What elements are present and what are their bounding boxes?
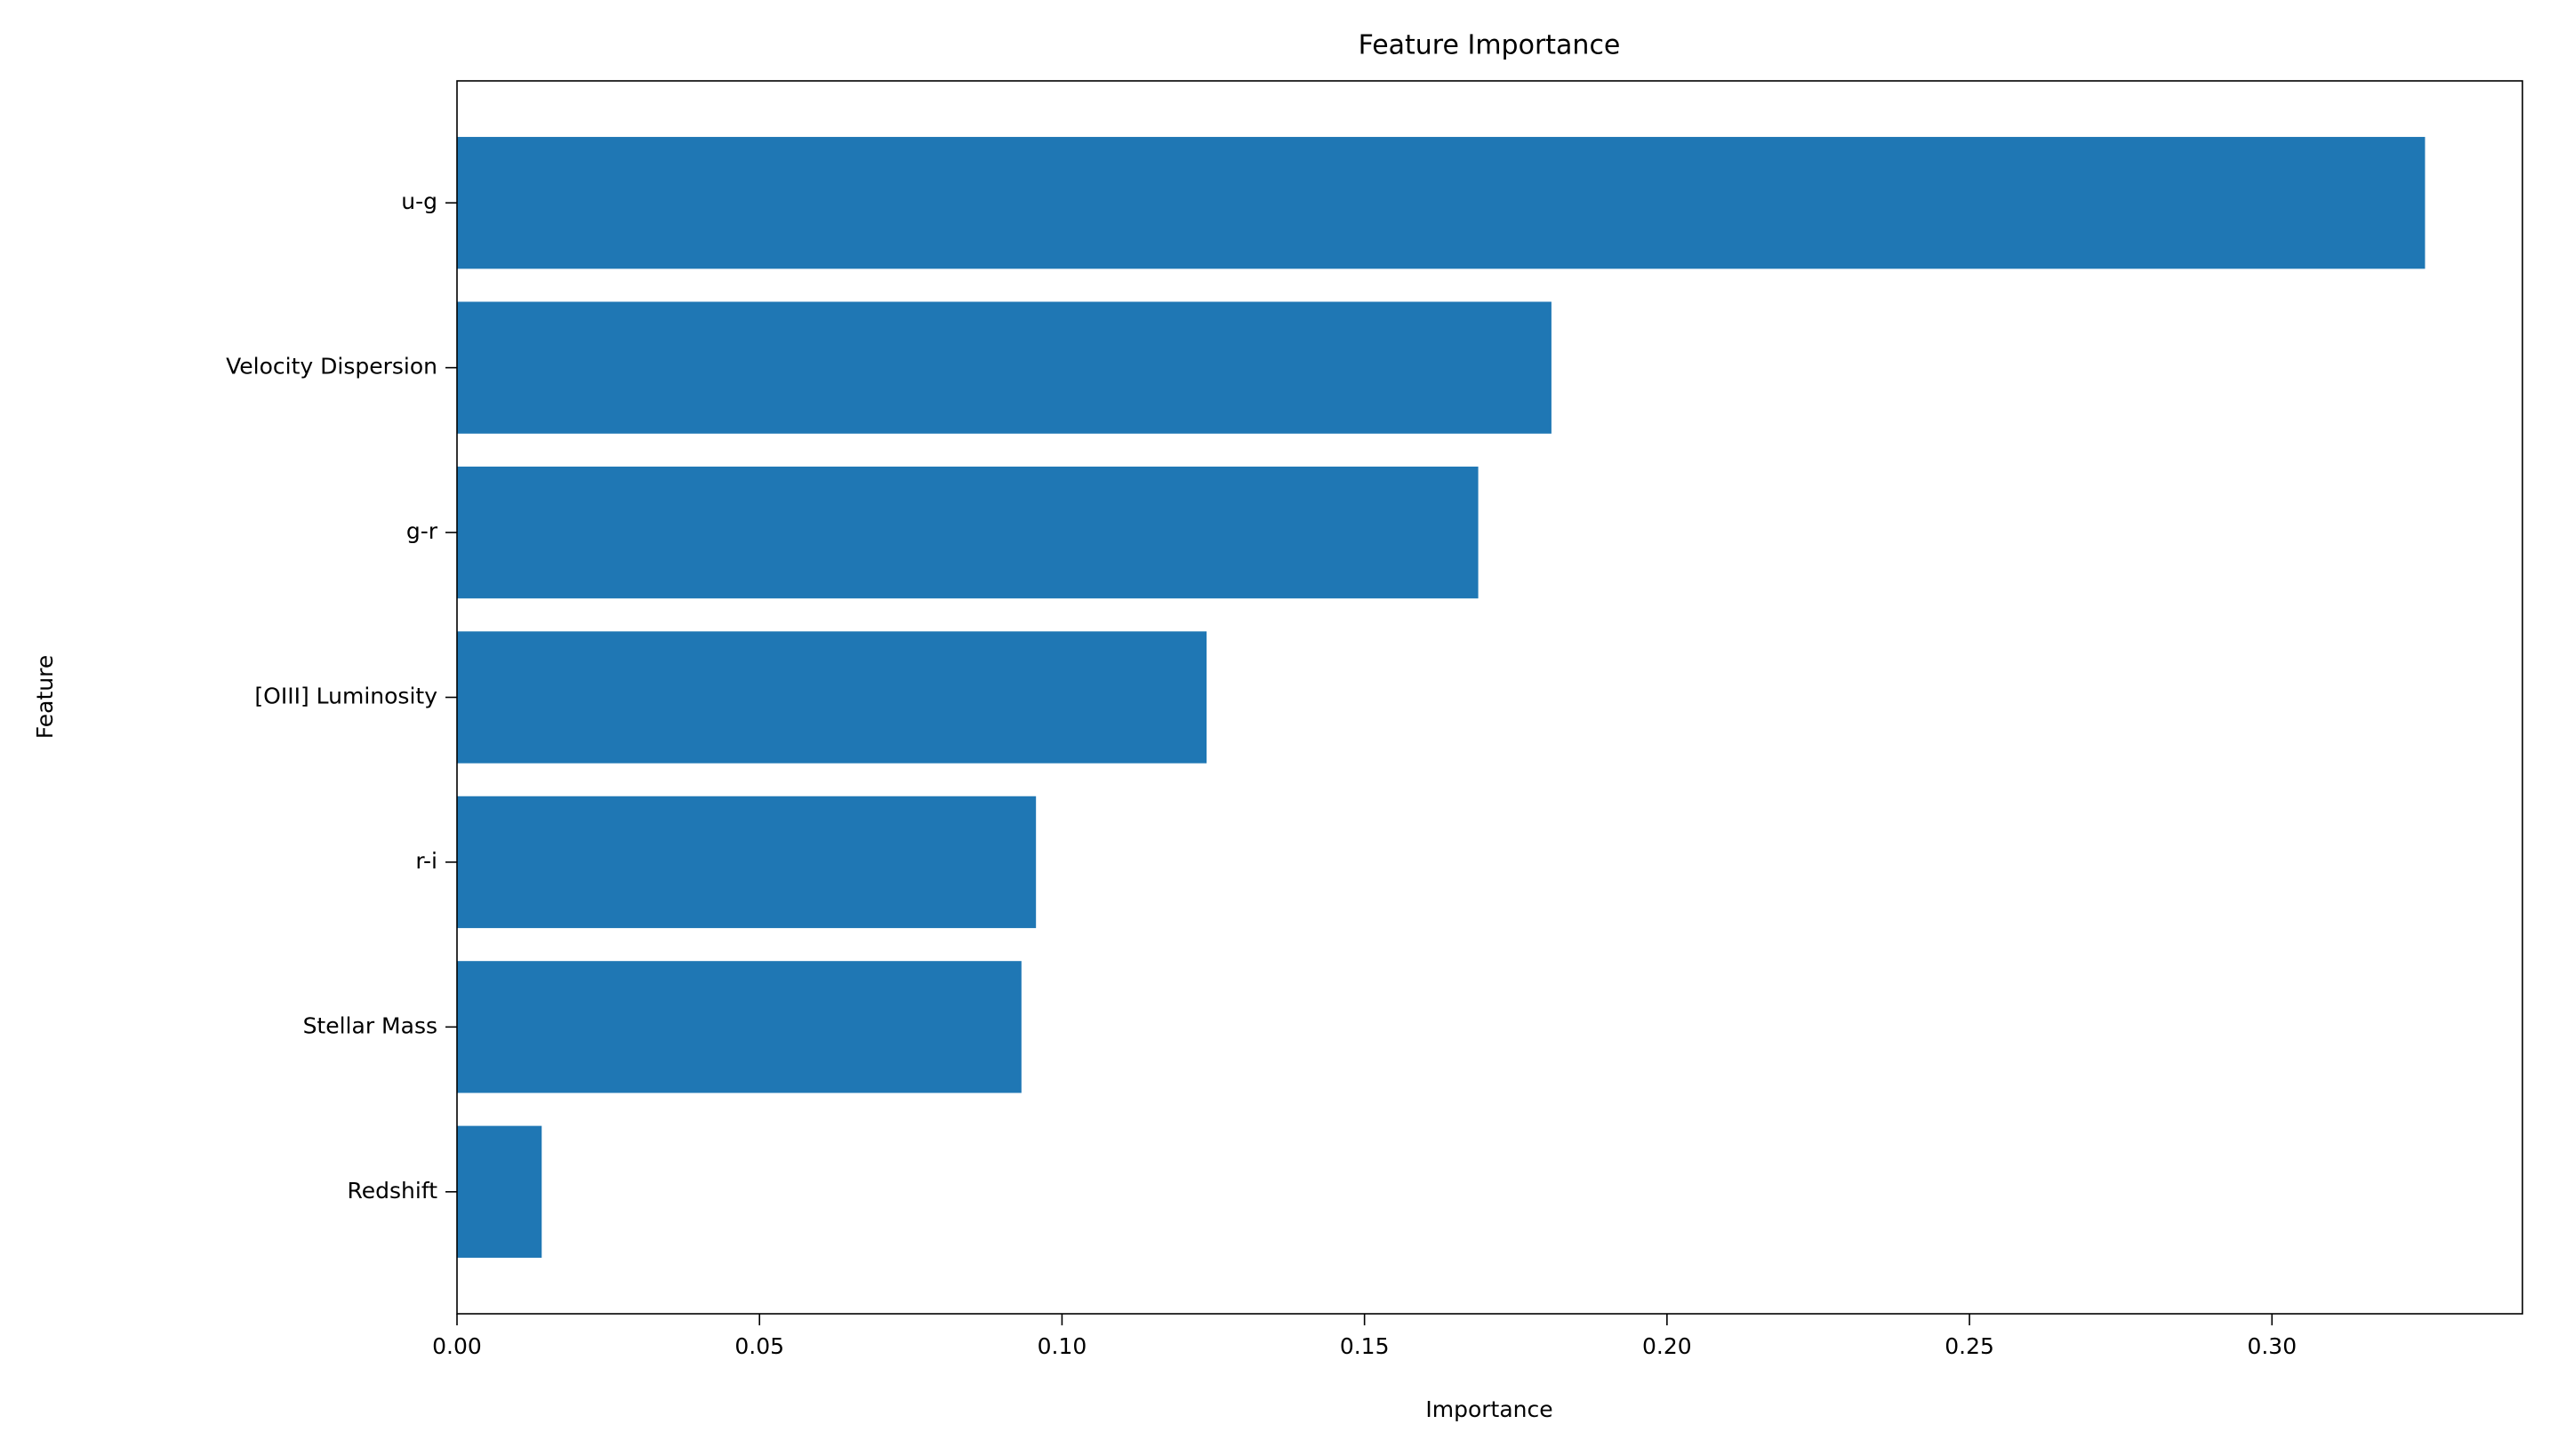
y-tick-label: g-r	[406, 518, 438, 544]
x-tick-label: 0.25	[1945, 1333, 1994, 1359]
x-tick-label: 0.00	[432, 1333, 482, 1359]
y-axis-label: Feature	[32, 655, 58, 739]
bar	[457, 301, 1552, 434]
bar	[457, 961, 1022, 1093]
bar	[457, 631, 1207, 764]
chart-title: Feature Importance	[1359, 30, 1621, 61]
bar	[457, 137, 2426, 269]
bar	[457, 796, 1037, 929]
x-tick-label: 0.30	[2247, 1333, 2297, 1359]
y-tick-label: u-g	[401, 188, 437, 214]
plot-frame	[456, 80, 2523, 1315]
x-tick-label: 0.15	[1340, 1333, 1390, 1359]
y-tick-label: r-i	[415, 848, 437, 874]
bar	[457, 466, 1479, 599]
bar	[457, 1125, 542, 1258]
y-tick-label: [OIII] Luminosity	[254, 684, 437, 709]
x-tick-label: 0.10	[1038, 1333, 1087, 1359]
x-axis-label: Importance	[1425, 1396, 1552, 1422]
y-tick-label: Velocity Dispersion	[226, 354, 437, 380]
y-tick-label: Redshift	[348, 1178, 438, 1204]
x-tick-label: 0.05	[734, 1333, 784, 1359]
y-tick-label: Stellar Mass	[303, 1012, 437, 1038]
x-tick-label: 0.20	[1642, 1333, 1692, 1359]
